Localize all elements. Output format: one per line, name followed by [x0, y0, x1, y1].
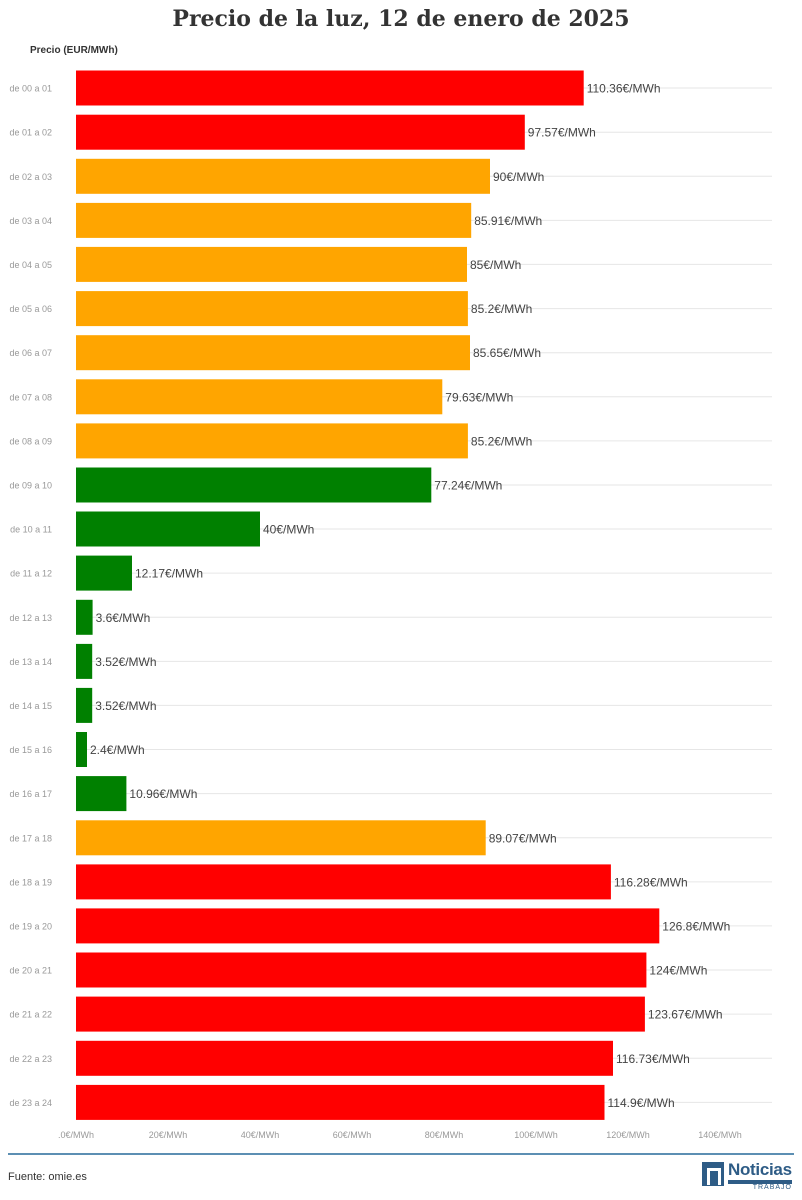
data-label: 85.2€/MWh [471, 434, 532, 448]
category-label: de 05 a 06 [9, 304, 52, 314]
bar [76, 864, 611, 900]
logo-name: Noticias [728, 1160, 792, 1179]
bar [76, 687, 93, 723]
category-label: de 02 a 03 [9, 172, 52, 182]
data-label: 3.52€/MWh [95, 699, 156, 713]
source-note: Fuente: omie.es [8, 1171, 87, 1183]
x-tick-label: 40€/MWh [241, 1130, 280, 1140]
bar [76, 908, 660, 944]
category-label: de 22 a 23 [9, 1054, 52, 1064]
category-label: de 10 a 11 [10, 525, 52, 535]
data-label: 3.6€/MWh [96, 611, 151, 625]
category-label: de 18 a 19 [9, 877, 52, 887]
x-tick-label: 100€/MWh [514, 1130, 558, 1140]
bar [76, 423, 468, 459]
data-label: 110.36€/MWh [587, 82, 661, 96]
data-label: 126.8€/MWh [662, 919, 730, 933]
footer-divider [8, 1153, 794, 1155]
y-axis-label: Precio (EUR/MWh) [30, 45, 118, 56]
category-label: de 03 a 04 [9, 216, 52, 226]
bar [76, 732, 87, 767]
data-label: 10.96€/MWh [129, 787, 197, 801]
category-label: de 23 a 24 [9, 1098, 52, 1108]
bar [76, 246, 467, 282]
x-tick-label: 60€/MWh [333, 1130, 372, 1140]
chart-title: Precio de la luz, 12 de enero de 2025 [172, 6, 630, 32]
category-label: de 08 a 09 [9, 436, 52, 446]
x-tick-label: 140€/MWh [698, 1130, 742, 1140]
bar [76, 158, 490, 194]
bar [76, 643, 93, 679]
category-label: de 21 a 22 [9, 1010, 52, 1020]
category-label: de 11 a 12 [10, 569, 52, 579]
category-label: de 17 a 18 [9, 833, 52, 843]
bar [76, 114, 525, 150]
data-label: 3.52€/MWh [95, 655, 156, 669]
category-label: de 01 a 02 [9, 128, 52, 138]
category-label: de 12 a 13 [9, 613, 52, 623]
bar-chart: de 00 a 01 110.36€/MWh de 01 a 02 97.57€/MW… [9, 70, 772, 1140]
x-tick-label: 20€/MWh [149, 1130, 188, 1140]
data-label: 85.2€/MWh [471, 302, 532, 316]
bar [76, 335, 470, 371]
data-label: 85€/MWh [470, 258, 521, 272]
category-label: de 20 a 21 [9, 966, 52, 976]
data-label: 116.73€/MWh [616, 1052, 690, 1066]
logo-subtitle: TRABAJO [728, 1180, 792, 1192]
category-label: de 00 a 01 [9, 84, 52, 94]
category-label: de 06 a 07 [9, 348, 52, 358]
data-label: 97.57€/MWh [528, 126, 596, 140]
bar [76, 70, 584, 106]
bar [76, 952, 647, 988]
brand-logo: Noticias TRABAJO [702, 1160, 794, 1192]
category-label: de 09 a 10 [9, 481, 52, 491]
bar [76, 820, 486, 856]
data-label: 2.4€/MWh [90, 743, 145, 757]
bar [76, 1084, 605, 1120]
data-label: 124€/MWh [649, 964, 707, 978]
category-label: de 04 a 05 [9, 260, 52, 270]
logo-icon [702, 1162, 724, 1186]
bar [76, 291, 468, 327]
data-label: 85.65€/MWh [473, 346, 541, 360]
data-label: 85.91€/MWh [474, 214, 542, 228]
x-tick-label: .0€/MWh [58, 1130, 94, 1140]
category-label: de 19 a 20 [9, 921, 52, 931]
bar [76, 996, 645, 1032]
bar [76, 599, 93, 635]
bar [76, 511, 260, 547]
data-label: 90€/MWh [493, 170, 544, 184]
bar [76, 202, 472, 238]
bar [76, 1040, 613, 1076]
data-label: 12.17€/MWh [135, 567, 203, 581]
data-label: 123.67€/MWh [648, 1008, 723, 1022]
bar [76, 776, 127, 812]
data-label: 89.07€/MWh [489, 831, 557, 845]
bar [76, 467, 432, 503]
data-label: 79.63€/MWh [445, 390, 513, 404]
category-label: de 14 a 15 [9, 701, 52, 711]
data-label: 114.9€/MWh [608, 1096, 675, 1110]
x-tick-label: 120€/MWh [606, 1130, 650, 1140]
bar [76, 555, 132, 591]
category-label: de 15 a 16 [9, 745, 52, 755]
x-tick-label: 80€/MWh [425, 1130, 464, 1140]
category-label: de 07 a 08 [9, 392, 52, 402]
data-label: 77.24€/MWh [434, 479, 502, 493]
bar [76, 379, 443, 415]
data-label: 40€/MWh [263, 523, 314, 537]
category-label: de 13 a 14 [9, 657, 52, 667]
data-label: 116.28€/MWh [614, 875, 688, 889]
category-label: de 16 a 17 [9, 789, 52, 799]
